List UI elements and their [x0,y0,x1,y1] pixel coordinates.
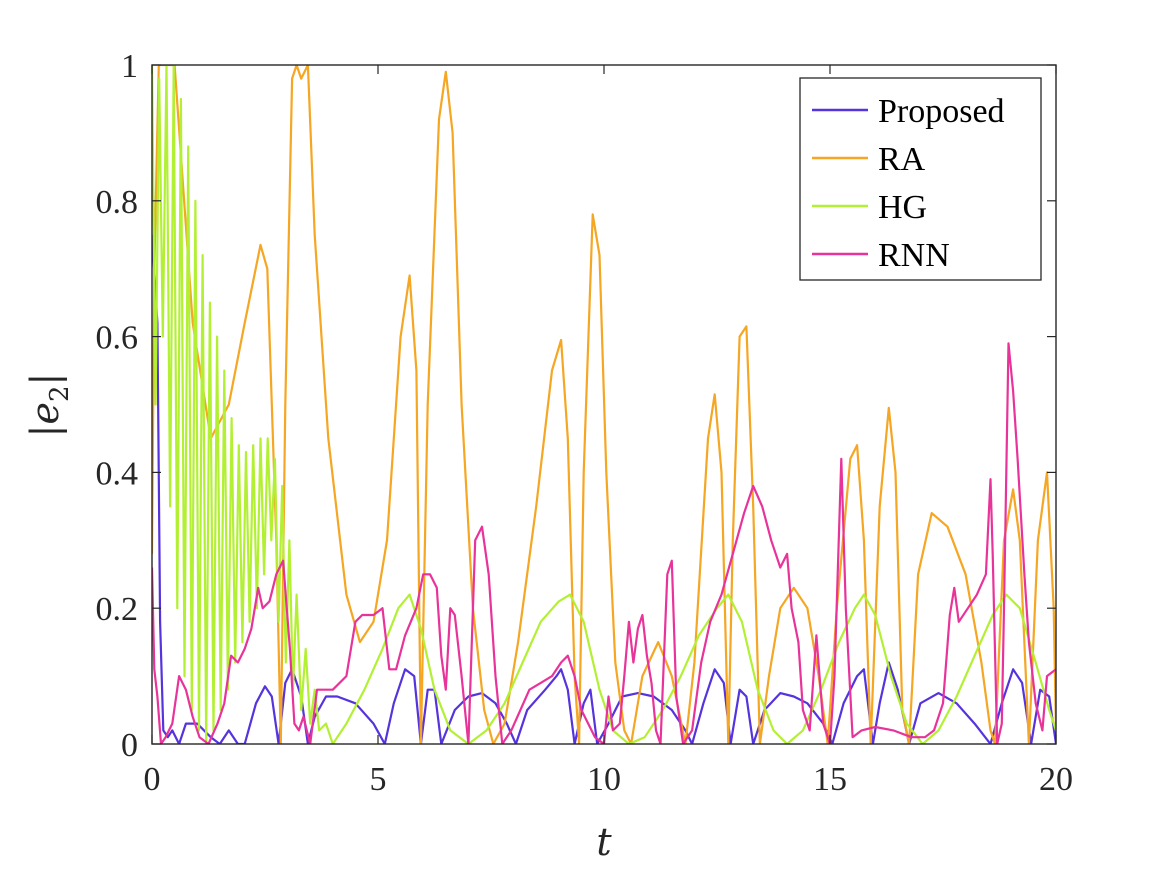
legend-label-hg: HG [878,189,927,226]
legend: Proposed RA HG RNN [799,77,1042,281]
x-tick-label: 15 [813,761,847,798]
y-tick-label: 0.6 [96,320,139,357]
series-line-rnn [152,342,1056,744]
y-tick-label: 0 [121,727,138,764]
y-axis-label-end: | [23,373,67,386]
series-layer [152,65,1056,744]
series-line-proposed [152,234,1056,744]
legend-box [799,77,1042,281]
y-axis-label-subscript: 2 [45,385,75,402]
x-tick-label: 20 [1039,761,1073,798]
series-line-ra [152,65,1056,744]
y-axis-label: |e2| [23,373,75,438]
y-axis-label-main: |e [23,402,67,437]
y-tick-label: 0.2 [96,591,139,628]
series-line-hg [152,65,1056,744]
legend-label-rnn: RNN [878,237,950,274]
legend-label-ra: RA [878,141,926,178]
x-tick-label: 10 [587,761,621,798]
x-tick-label: 0 [144,761,161,798]
x-axis-label: t [596,820,612,864]
x-tick-label: 5 [370,761,387,798]
legend-label-proposed: Proposed [878,93,1005,130]
y-tick-label: 1 [121,48,138,85]
y-tick-label: 0.4 [96,455,139,492]
y-tick-label: 0.8 [96,184,139,221]
ticks-layer: 0 5 10 15 20 0 0.2 0.4 0.6 0.8 1 [96,48,1074,798]
